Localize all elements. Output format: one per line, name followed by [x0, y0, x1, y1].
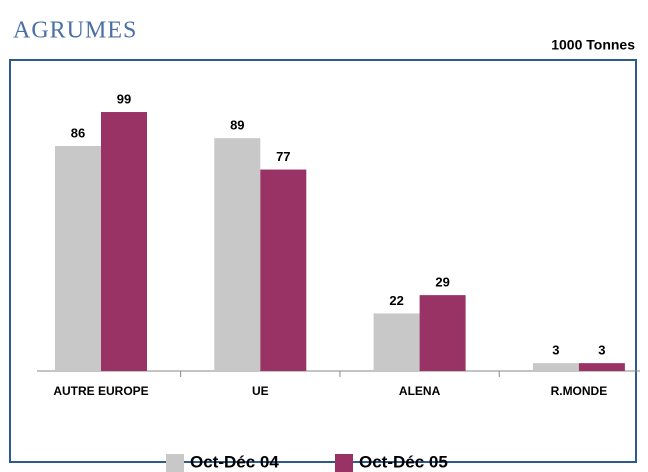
x-tick-label: R.MONDE: [551, 384, 608, 398]
frame: [9, 59, 637, 463]
x-tick-label: ALENA: [399, 384, 441, 398]
legend-swatch: [335, 454, 353, 472]
legend-label: Oct-Déc 04: [190, 452, 279, 471]
value-label: 3: [552, 343, 559, 358]
value-label: 22: [389, 293, 403, 308]
bar: [214, 138, 261, 371]
x-tick-label: UE: [252, 384, 269, 398]
chart-title: AGRUMES: [13, 18, 137, 44]
legend-label: Oct-Déc 05: [359, 452, 448, 471]
bar: [101, 112, 147, 372]
value-label: 77: [276, 149, 290, 164]
legend-swatch: [166, 454, 184, 472]
value-label: 3: [598, 343, 605, 358]
value-label: 86: [71, 125, 85, 140]
bar: [532, 363, 579, 371]
bar: [55, 146, 101, 371]
bar: [578, 363, 625, 371]
bar: [419, 295, 466, 371]
x-tick-label: AUTRE EUROPE: [53, 384, 148, 398]
value-label: 99: [117, 91, 131, 106]
bar: [260, 169, 307, 371]
bar: [373, 313, 420, 371]
value-label: 89: [230, 118, 244, 133]
value-label: 29: [435, 275, 449, 290]
unit-label: 1000 Tonnes: [551, 37, 635, 53]
